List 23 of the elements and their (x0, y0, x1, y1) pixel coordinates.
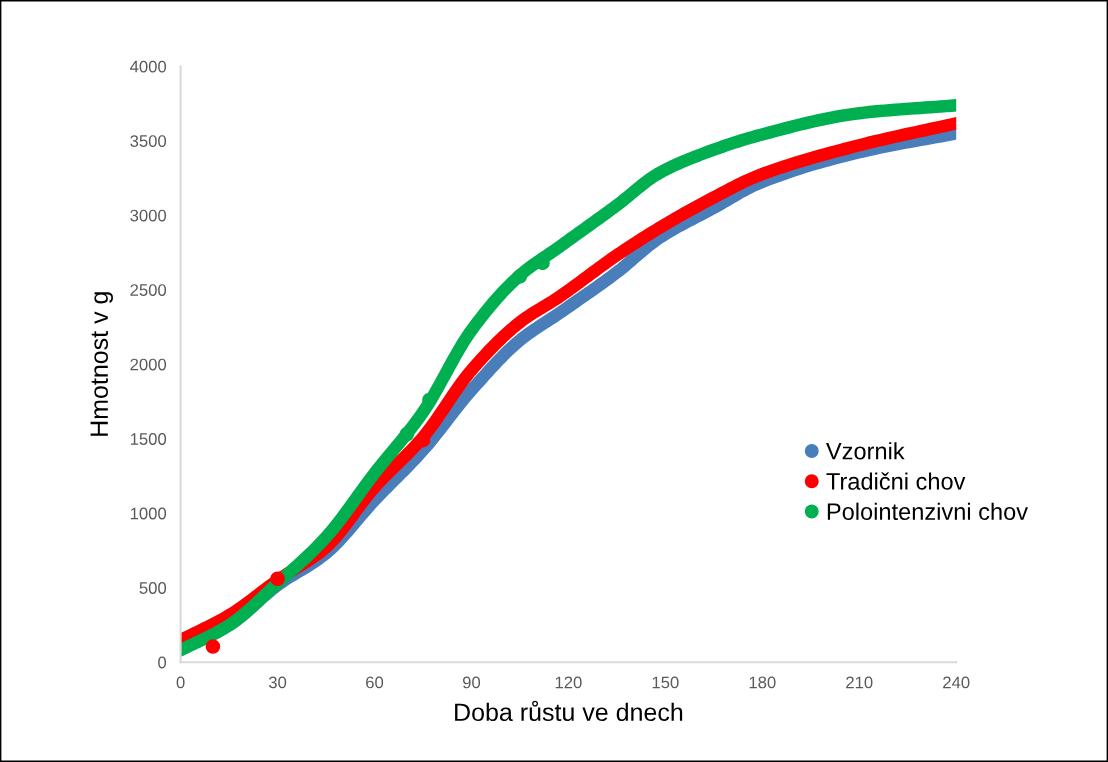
x-tick-label: 60 (366, 676, 384, 689)
legend-label: Polointenzivni chov (827, 502, 1028, 521)
y-axis-title: Hmotnost v g (90, 292, 113, 436)
y-tick-label: 0 (158, 656, 167, 669)
legend-label: Vzornik (826, 442, 905, 460)
x-tick-label: 120 (555, 676, 582, 689)
x-tick-label: 90 (462, 676, 481, 689)
x-tick-label: 30 (268, 676, 287, 689)
y-tick-label: 500 (139, 582, 167, 594)
x-tick-label: 150 (652, 676, 679, 689)
y-tick-label: 4000 (130, 60, 167, 73)
y-tick-label: 1500 (130, 433, 167, 445)
x-axis-title: Doba růstu ve dnech (455, 700, 683, 722)
y-tick-label: 2500 (130, 284, 167, 296)
legend-label: Tradični chov (826, 472, 966, 490)
x-tick-label: 210 (846, 676, 873, 689)
y-tick-label: 1000 (130, 507, 167, 520)
y-tick-label: 2000 (130, 358, 167, 371)
x-tick-label: 0 (176, 676, 185, 689)
x-tick-label: 240 (943, 676, 970, 689)
y-tick-label: 3000 (130, 209, 167, 222)
x-tick-label: 180 (749, 676, 776, 689)
y-tick-label: 3500 (130, 135, 167, 147)
